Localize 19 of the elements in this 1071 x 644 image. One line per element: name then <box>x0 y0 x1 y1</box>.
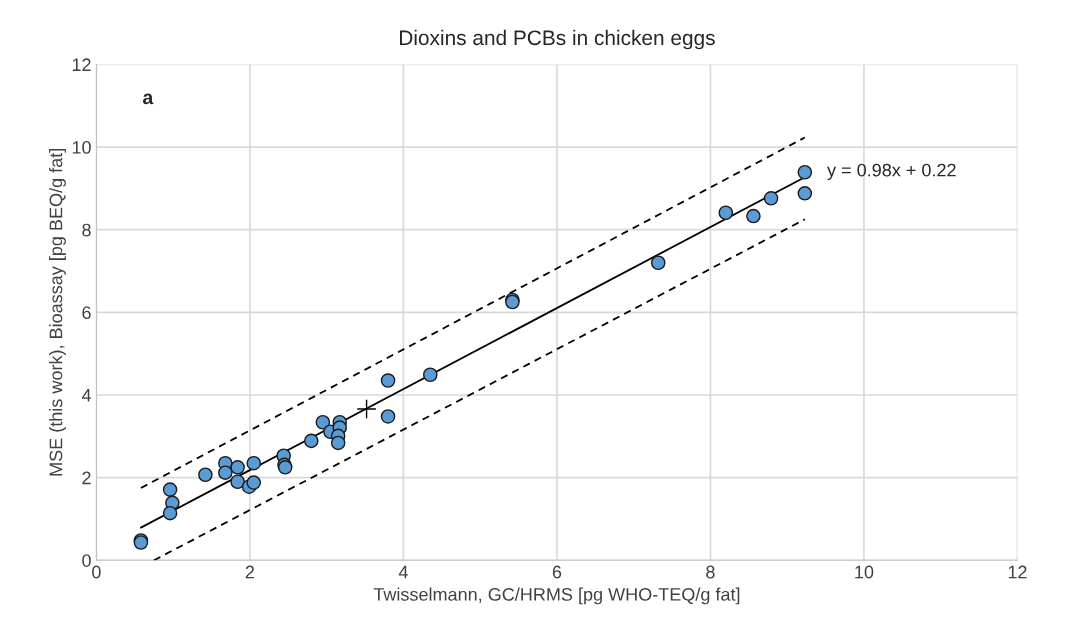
y-tick-label: 10 <box>72 140 91 154</box>
x-axis-title: Twisselmann, GC/HRMS [pg WHO-TEQ/g fat] <box>373 587 740 605</box>
x-tick-label: 4 <box>398 565 408 579</box>
x-tick-label: 10 <box>855 565 874 579</box>
y-tick-label: 8 <box>82 223 91 237</box>
x-tick-label: 2 <box>245 565 255 579</box>
y-axis-title: MSE (this work), Bioassay [pg BEQ/g fat] <box>49 149 66 476</box>
x-tick-label: 8 <box>706 565 715 579</box>
y-tick-label: 4 <box>81 389 91 402</box>
y-tick-label: 12 <box>72 58 91 71</box>
x-tick-label: 6 <box>552 565 562 579</box>
chart-title: Dioxins and PCBs in chicken eggs <box>399 29 715 50</box>
y-tick-label: 2 <box>82 471 91 485</box>
x-tick-label: 0 <box>92 565 101 579</box>
annotation: a <box>143 93 154 105</box>
x-tick-label: 12 <box>1008 565 1027 579</box>
y-tick-label: 0 <box>82 554 91 567</box>
y-tick-label: 6 <box>82 306 91 320</box>
annotation: y = 0.98x + 0.22 <box>827 163 956 181</box>
